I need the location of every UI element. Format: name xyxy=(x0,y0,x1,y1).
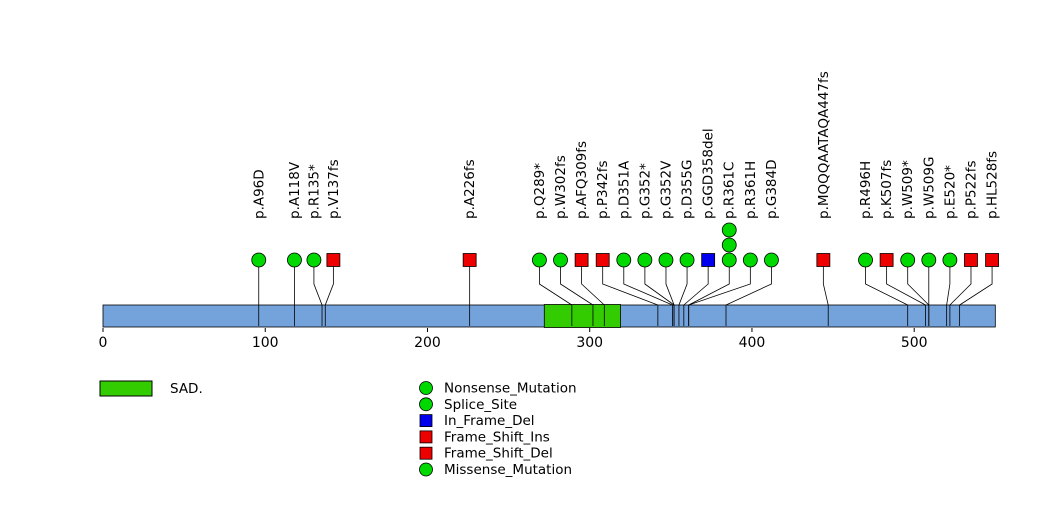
mutation-label: p.W302fs xyxy=(553,155,569,219)
mutation-label: p.G384D xyxy=(764,160,780,219)
mutation-label: p.V137fs xyxy=(326,159,342,219)
mutation-connector xyxy=(822,266,829,326)
mutation-marker-circle xyxy=(900,252,916,268)
legend-item-label: Splice_Site xyxy=(444,397,517,413)
domain-legend-label: SAD. xyxy=(170,381,203,397)
mutation-marker-circle xyxy=(306,252,322,268)
mutation-marker-circle xyxy=(721,237,737,253)
mutation-connector xyxy=(581,266,605,326)
legend-marker-frame_shift_del xyxy=(419,446,433,460)
mutation-label: p.A226fs xyxy=(462,159,478,219)
mutation-connector xyxy=(946,266,951,326)
mutation-marker-circle xyxy=(287,252,302,268)
mutation-label: p.W509G xyxy=(921,157,937,219)
mutation-marker-square xyxy=(985,253,999,267)
mutation-marker-square xyxy=(595,253,610,267)
mutation-label: p.R361H xyxy=(743,161,759,219)
mutation-connector xyxy=(560,266,594,326)
mutation-connector xyxy=(725,266,772,326)
axis-tick-label: 0 xyxy=(99,335,108,351)
mutation-connector xyxy=(623,266,673,326)
mutation-connector xyxy=(683,266,709,326)
mutation-marker-circle xyxy=(251,252,267,268)
mutation-label: p.A96D xyxy=(251,169,267,219)
axis-tick-label: 200 xyxy=(414,335,441,351)
mutation-marker-circle xyxy=(942,252,958,268)
mutation-connector xyxy=(665,266,675,326)
mutation-label: p.A118V xyxy=(287,161,303,219)
mutation-connector xyxy=(313,266,323,326)
mutation-marker-square xyxy=(964,253,978,267)
domain-legend-swatch xyxy=(99,380,153,397)
mutation-label: p.R496H xyxy=(858,161,874,219)
mutation-marker-square xyxy=(879,253,894,267)
legend-marker-missense_mutation xyxy=(419,462,433,477)
mutation-label: p.P342fs xyxy=(595,160,611,219)
mutation-marker-circle xyxy=(637,252,653,268)
mutation-connector xyxy=(886,266,926,326)
axis-tick-label: 300 xyxy=(576,335,603,351)
mutation-connector xyxy=(959,266,993,326)
mutation-label: p.MQQQAATAQA447fs xyxy=(816,71,832,219)
mutation-marker-circle xyxy=(921,252,937,268)
mutation-label: p.G352V xyxy=(658,160,674,219)
mutation-marker-circle xyxy=(532,252,547,268)
mutation-marker-square xyxy=(574,253,589,267)
legend-item-label: Missense_Mutation xyxy=(444,462,572,478)
mutation-marker-circle xyxy=(721,252,737,268)
mutation-label: p.P522fs xyxy=(963,160,979,219)
legend-marker-frame_shift_ins xyxy=(419,430,433,444)
mutation-label: p.GGD358del xyxy=(701,128,717,219)
mutation-marker-circle xyxy=(742,252,758,268)
legend-marker-nonsense_mutation xyxy=(419,381,433,395)
mutation-marker-circle xyxy=(858,252,873,268)
mutation-label: p.HL528fs xyxy=(985,151,1001,219)
mutation-marker-circle xyxy=(764,252,779,268)
mutation-marker-circle xyxy=(679,252,695,268)
mutation-marker-circle xyxy=(721,222,737,238)
mutation-marker-square xyxy=(326,253,341,267)
mutation-label: p.D355G xyxy=(680,160,696,219)
mutation-label: p.E520* xyxy=(942,165,958,219)
mutation-marker-circle xyxy=(553,252,568,268)
mutation-label: p.W509* xyxy=(900,160,916,219)
mutation-marker-square xyxy=(701,253,716,267)
protein-domain-sad xyxy=(543,304,621,328)
legend-item-label: Frame_Shift_Del xyxy=(444,446,553,462)
mutation-connector xyxy=(865,266,909,326)
mutation-connector xyxy=(949,266,972,326)
legend-item-label: Nonsense_Mutation xyxy=(444,381,577,397)
legend-item-label: Frame_Shift_Ins xyxy=(444,429,550,445)
mutation-connector xyxy=(688,266,751,326)
axis-tick-label: 500 xyxy=(901,335,928,351)
mutation-connector xyxy=(324,266,334,326)
mutation-label: p.G352* xyxy=(637,163,653,219)
mutation-connector xyxy=(678,266,688,326)
mutation-marker-square xyxy=(816,253,831,267)
axis-tick-label: 400 xyxy=(739,335,766,351)
mutation-label: p.R135* xyxy=(306,164,322,219)
mutation-connector xyxy=(602,266,659,326)
mutation-connector xyxy=(539,266,573,326)
mutation-label: p.D351A xyxy=(616,160,632,219)
mutation-label: p.Q289* xyxy=(532,163,548,219)
mutation-marker-circle xyxy=(616,252,632,268)
axis-tick-label: 100 xyxy=(252,335,279,351)
legend-item-label: In_Frame_Del xyxy=(444,413,535,429)
legend-marker-in_frame_del xyxy=(419,414,433,428)
mutation-marker-circle xyxy=(658,252,674,268)
mutation-label: p.AFQ309fs xyxy=(574,141,590,219)
mutation-marker-square xyxy=(462,253,477,267)
mutation-label: p.K507fs xyxy=(879,160,895,219)
mutation-label: p.R361C xyxy=(722,162,738,219)
legend-marker-splice_site xyxy=(419,397,433,412)
